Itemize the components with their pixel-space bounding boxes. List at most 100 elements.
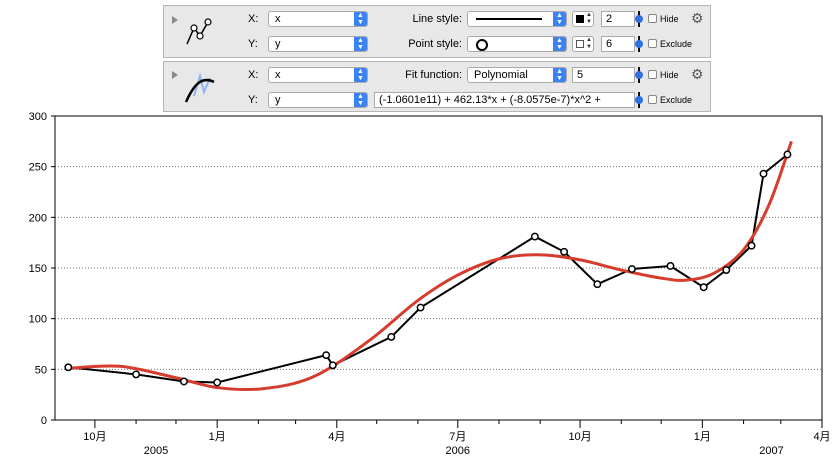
fit-curve-thumbnail-icon	[184, 72, 215, 103]
point-size-slider[interactable]	[635, 36, 643, 52]
fit-y-column-label: Y:	[248, 94, 258, 106]
fit-y-column-value: y	[275, 94, 281, 106]
line-width-slider[interactable]	[635, 11, 643, 27]
point-style-label: Point style:	[408, 38, 462, 50]
hide-checkbox[interactable]	[648, 14, 657, 23]
x-tick-label: 4月	[813, 431, 830, 443]
x-tick-label: 4月	[328, 431, 345, 443]
data-series-line	[68, 153, 789, 384]
data-point	[593, 280, 602, 289]
formula-slider[interactable]	[635, 92, 643, 108]
x-column-value: x	[275, 13, 281, 25]
data-point	[722, 266, 731, 274]
year-label: 2007	[759, 445, 783, 457]
data-point	[179, 377, 188, 386]
line-style-label: Line style:	[412, 13, 462, 25]
layer-panel-fit: X: x ▲ ▼ Y: y ▲ ▼ Fit function: Polynomial…	[163, 61, 711, 112]
year-label: 2006	[446, 445, 470, 457]
fit-hide-checkbox[interactable]	[648, 70, 657, 79]
y-tick-label: 50	[35, 364, 47, 376]
hide-label: Hide	[660, 14, 679, 24]
slider-knob[interactable]	[635, 15, 643, 23]
line-color-well[interactable]: ▲ ▼	[572, 11, 594, 27]
select-arrows-icon: ▲ ▼	[553, 12, 566, 26]
fit-y-column-select[interactable]: y ▲ ▼	[268, 92, 368, 108]
data-point	[560, 247, 569, 256]
data-point	[530, 232, 539, 241]
stepper-icon: ▲ ▼	[586, 12, 592, 25]
disclosure-triangle-icon[interactable]	[172, 16, 178, 24]
fit-exclude-checkbox[interactable]	[648, 95, 657, 104]
x-tick-label: 7月	[449, 431, 466, 443]
fit-function-value: Polynomial	[474, 69, 528, 81]
data-point	[322, 351, 331, 360]
stepper-icon: ▲ ▼	[586, 37, 592, 50]
polynomial-degree-field[interactable]: 5	[572, 67, 635, 83]
select-arrows-icon: ▲ ▼	[354, 12, 367, 26]
fit-formula-field: (-1.0601e11) + 462.13*x + (-8.0575e-7)*x…	[374, 92, 635, 108]
y-tick-label: 150	[29, 263, 47, 275]
fit-x-column-value: x	[275, 69, 281, 81]
select-arrows-icon: ▲ ▼	[354, 93, 367, 107]
open-circle-icon	[476, 39, 488, 51]
y-column-value: y	[275, 38, 281, 50]
x-tick-label: 10月	[83, 431, 106, 443]
data-point	[666, 262, 675, 270]
slider-knob[interactable]	[635, 40, 643, 48]
slider-knob[interactable]	[635, 96, 643, 104]
data-point	[387, 332, 396, 341]
y-tick-label: 300	[29, 111, 47, 123]
disclosure-triangle-icon[interactable]	[172, 71, 178, 79]
point-style-select[interactable]: ▲ ▼	[467, 36, 567, 52]
fit-function-label: Fit function:	[405, 69, 462, 81]
gear-icon[interactable]: ⚙	[691, 66, 704, 82]
line-width-field[interactable]: 2	[601, 11, 635, 27]
select-arrows-icon: ▲ ▼	[553, 37, 566, 51]
fit-curve-line	[68, 140, 793, 392]
y-column-label: Y:	[248, 38, 258, 50]
color-swatch-icon	[576, 40, 584, 48]
line-style-select[interactable]: ▲ ▼	[467, 11, 567, 27]
data-point	[64, 363, 73, 372]
fit-exclude-label: Exclude	[660, 95, 693, 105]
x-tick-label: 1月	[694, 431, 711, 443]
layer-panel-data: X: x ▲ ▼ Y: y ▲ ▼ Line style: ▲ ▼ ▲ ▼ 2 Hide…	[163, 5, 711, 58]
slider-knob[interactable]	[635, 71, 643, 79]
plot-frame	[54, 115, 823, 421]
select-arrows-icon: ▲ ▼	[354, 37, 367, 51]
fit-hide-label: Hide	[660, 70, 679, 80]
y-tick-label: 100	[29, 314, 47, 326]
data-point	[783, 150, 792, 159]
solid-line-icon	[476, 18, 542, 20]
exclude-label: Exclude	[660, 39, 693, 49]
exclude-checkbox[interactable]	[648, 39, 657, 48]
color-swatch-icon	[576, 15, 584, 23]
line-chart-thumbnail-icon	[186, 18, 212, 45]
y-tick-label: 250	[29, 162, 47, 174]
select-arrows-icon: ▲ ▼	[354, 68, 367, 82]
year-label: 2005	[144, 445, 168, 457]
x-column-label: X:	[248, 13, 259, 25]
fit-x-column-label: X:	[248, 69, 259, 81]
data-point	[213, 378, 222, 387]
data-point	[627, 265, 636, 273]
data-point	[416, 303, 425, 312]
point-size-field[interactable]: 6	[601, 36, 635, 52]
degree-slider[interactable]	[635, 67, 643, 83]
data-point	[328, 361, 337, 370]
point-color-well[interactable]: ▲ ▼	[572, 36, 594, 52]
data-point	[747, 241, 756, 250]
x-tick-label: 1月	[209, 431, 226, 443]
gear-icon[interactable]: ⚙	[691, 10, 704, 26]
y-tick-label: 200	[29, 212, 47, 224]
fit-function-select[interactable]: Polynomial ▲ ▼	[467, 67, 567, 83]
data-point	[699, 283, 708, 292]
y-column-select[interactable]: y ▲ ▼	[268, 36, 368, 52]
select-arrows-icon: ▲ ▼	[553, 68, 566, 82]
x-tick-label: 10月	[568, 431, 591, 443]
fit-x-column-select[interactable]: x ▲ ▼	[268, 67, 368, 83]
data-point	[759, 169, 768, 178]
data-point	[132, 370, 141, 379]
x-column-select[interactable]: x ▲ ▼	[268, 11, 368, 27]
y-tick-label: 0	[41, 415, 47, 427]
